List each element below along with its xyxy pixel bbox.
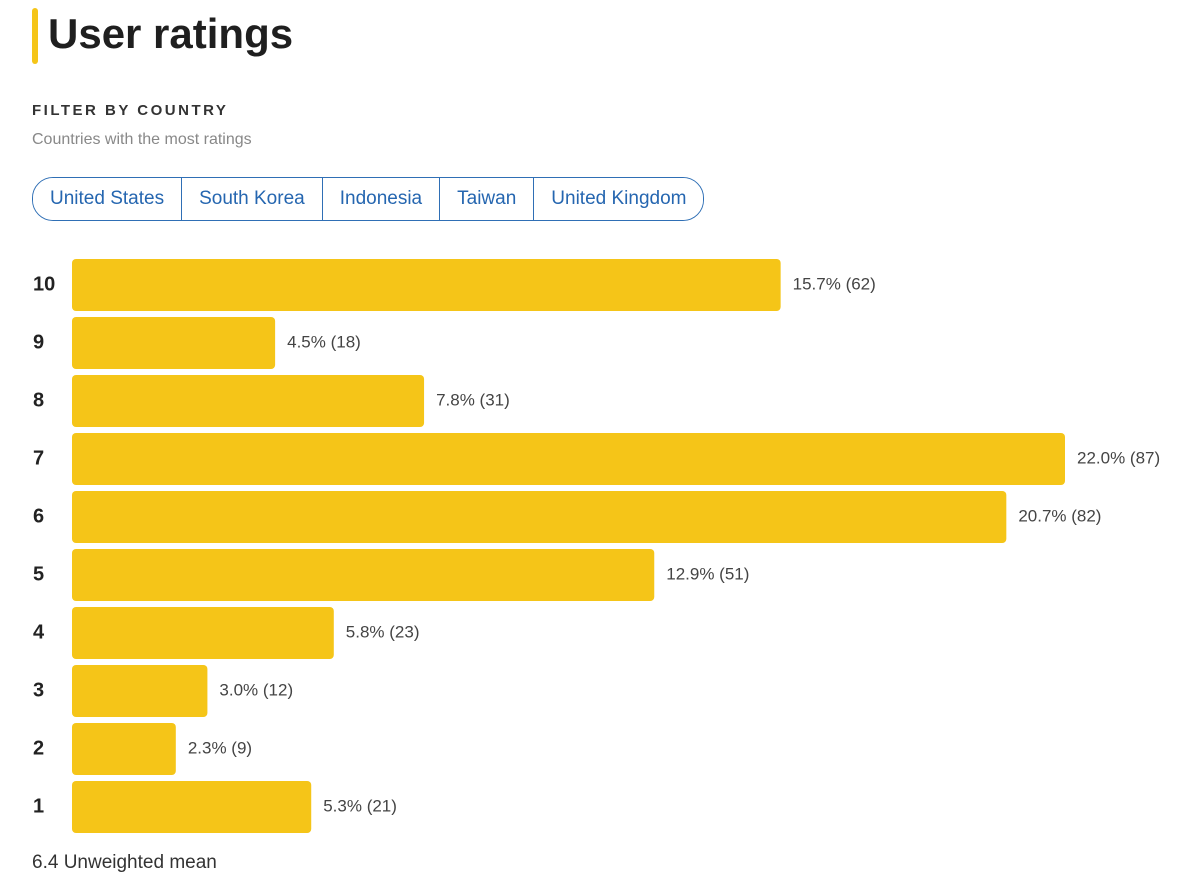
rating-label: 6 <box>33 505 44 527</box>
value-label: 20.7% (82) <box>1018 506 1101 525</box>
country-filter: United States South Korea Indonesia Taiwan U… <box>32 177 705 221</box>
value-label: 2.3% (9) <box>188 738 252 757</box>
bar <box>72 375 425 427</box>
country-button[interactable]: United Kingdom <box>533 178 704 220</box>
rating-label: 9 <box>33 331 44 353</box>
rating-label: 2 <box>33 737 44 759</box>
rating-label: 3 <box>33 679 44 701</box>
value-label: 4.5% (18) <box>287 332 361 351</box>
title-accent <box>32 8 38 64</box>
bar <box>72 781 312 833</box>
value-label: 3.0% (12) <box>219 680 293 699</box>
rating-label: 7 <box>33 447 44 469</box>
rating-label: 4 <box>33 621 45 643</box>
rating-label: 10 <box>33 273 55 295</box>
country-button[interactable]: Indonesia <box>321 178 440 220</box>
bar <box>72 723 176 775</box>
rating-label: 8 <box>33 389 44 411</box>
country-button[interactable]: United States <box>33 178 182 220</box>
value-label: 12.9% (51) <box>666 564 749 583</box>
title: User ratings <box>48 10 294 57</box>
filter-subtitle: Countries with the most ratings <box>32 131 252 148</box>
bar <box>72 549 655 601</box>
mean: 6.4 Unweighted mean <box>32 852 217 873</box>
bar <box>72 317 276 369</box>
filter-label: FILTER BY COUNTRY <box>32 102 229 119</box>
value-label: 7.8% (31) <box>436 390 510 409</box>
country-button[interactable]: South Korea <box>181 178 322 220</box>
country-button[interactable]: Taiwan <box>439 178 534 220</box>
rating-label: 1 <box>33 795 44 817</box>
value-label: 15.7% (62) <box>793 274 876 293</box>
rating-label: 5 <box>33 563 44 585</box>
bar <box>72 491 1007 543</box>
value-label: 5.3% (21) <box>323 796 397 815</box>
value-label: 5.8% (23) <box>346 622 420 641</box>
bar <box>72 259 781 311</box>
bar <box>72 665 208 717</box>
bar <box>72 607 334 659</box>
value-label: 22.0% (87) <box>1077 448 1160 467</box>
bar <box>72 433 1065 485</box>
